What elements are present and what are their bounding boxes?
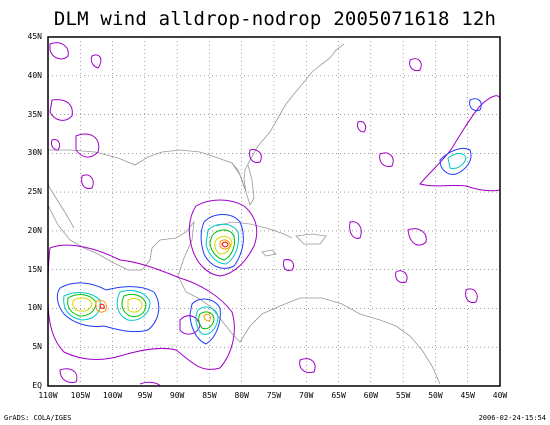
contour-level-blue <box>56 98 482 345</box>
lat-tick-label: 20N <box>27 225 42 235</box>
lat-tick-label: 40N <box>27 70 42 80</box>
lat-tick-label: 10N <box>27 303 42 313</box>
lon-tick-label: 100W <box>102 391 123 400</box>
graticule-grid <box>48 37 500 386</box>
baja-coastline <box>47 184 75 229</box>
contour-level-red <box>99 241 229 309</box>
contour-level-yellow <box>72 235 233 313</box>
us-coastline <box>48 43 345 193</box>
florida-coastline <box>231 162 255 207</box>
lat-tick-label: 30N <box>27 148 42 158</box>
lon-tick-label: 55W <box>395 391 411 400</box>
lon-tick-label: 45W <box>460 391 475 400</box>
lon-tick-label: 50W <box>428 391 443 400</box>
lat-tick-label: 15N <box>27 264 42 274</box>
lon-tick-label: 110W <box>38 391 58 400</box>
contour-level-cyan <box>63 153 467 335</box>
lat-tick-label: 5N <box>32 342 42 352</box>
coastlines <box>47 43 441 385</box>
jamaica-coastline <box>261 249 277 257</box>
lat-tick-label: 35N <box>27 109 42 119</box>
lon-tick-label: 95W <box>137 391 153 400</box>
map-frame <box>47 36 501 387</box>
lon-tick-label: 80W <box>234 391 249 400</box>
lon-tick-label: 75W <box>266 391 282 400</box>
lon-tick-label: 40W <box>492 391 508 400</box>
footer-timestamp: 2006-02-24-15:54 <box>478 414 546 422</box>
lon-tick-label: 65W <box>331 391 346 400</box>
lon-tick-label: 90W <box>169 391 185 400</box>
cuba-coastline <box>215 221 293 239</box>
lat-tick-label: 25N <box>27 187 42 197</box>
contour-level-orange <box>95 239 231 322</box>
map-title: DLM wind alldrop-nodrop 2005071618 12h <box>53 8 497 30</box>
footer-credit: GrADS: COLA/IGES <box>4 414 72 422</box>
lat-tick-label: EQ <box>32 381 42 390</box>
south-america-coastline <box>239 297 441 385</box>
lon-tick-label: 85W <box>202 391 217 400</box>
contour-level-green <box>67 229 235 330</box>
hispaniola-coastline <box>295 233 327 245</box>
lon-tick-label: 105W <box>70 391 90 400</box>
lat-tick-label: 45N <box>27 32 42 41</box>
lon-tick-label: 70W <box>299 391 314 400</box>
contour-level-magenta <box>47 42 501 387</box>
contour-field <box>47 42 501 387</box>
lon-tick-label: 60W <box>363 391 379 400</box>
